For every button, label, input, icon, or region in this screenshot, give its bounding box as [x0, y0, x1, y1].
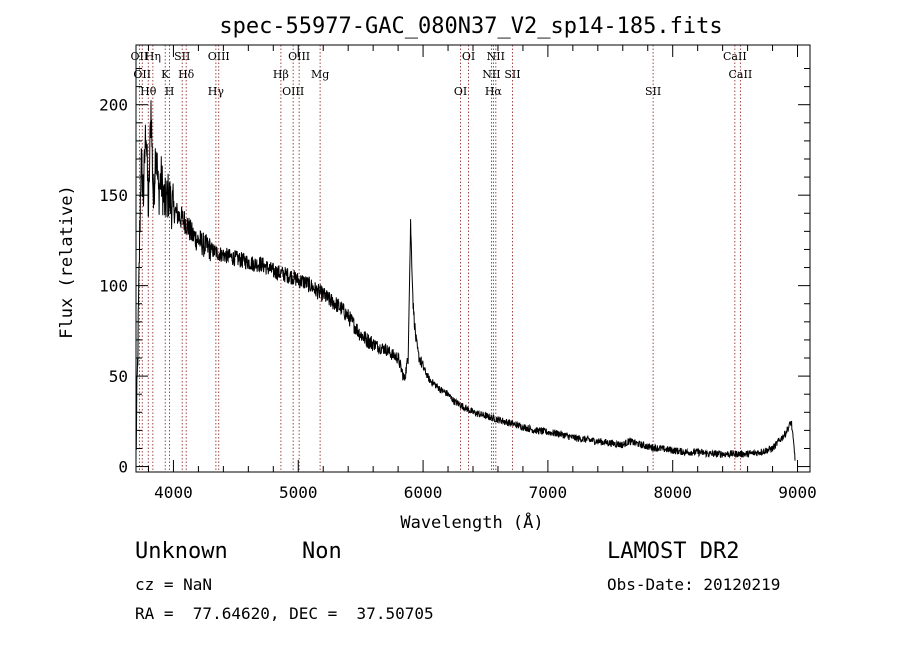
x-tick-label: 4000	[154, 483, 193, 502]
chart-title: spec-55977-GAC_080N37_V2_sp14-185.fits	[219, 14, 722, 39]
line-label: NII	[482, 68, 500, 81]
emission-line-markers	[138, 45, 741, 472]
x-tick-label: 5000	[279, 483, 318, 502]
line-label: CaII	[723, 50, 747, 63]
survey-name: LAMOST DR2	[607, 539, 740, 564]
line-label: K	[161, 68, 170, 81]
line-label: OIII	[288, 50, 310, 63]
line-label: Hδ	[178, 68, 195, 81]
y-tick-label: 100	[99, 277, 128, 296]
x-tick-label: 8000	[653, 483, 692, 502]
line-label: Hη	[145, 50, 161, 63]
line-label: OII	[131, 50, 149, 63]
x-tick-label: 9000	[778, 483, 817, 502]
line-label: OI	[454, 85, 467, 98]
line-label: Hθ	[140, 85, 157, 98]
line-label: Mg	[311, 68, 329, 81]
y-tick-label: 0	[118, 458, 128, 477]
line-label: CaII	[729, 68, 753, 81]
emission-line-labels: OIIOIIHθHηKHSIIHδHγOIIIHβOIIIOIIIMgOIOIN…	[131, 50, 753, 98]
line-label: SII	[504, 68, 520, 81]
line-label: SII	[174, 50, 190, 63]
x-axis-label: Wavelength (Å)	[400, 511, 543, 533]
line-label: OIII	[208, 50, 230, 63]
observation-date: Obs-Date: 20120219	[607, 575, 781, 594]
line-label: OIII	[282, 85, 304, 98]
line-label: Hβ	[273, 68, 289, 81]
y-tick-label: 200	[99, 96, 128, 115]
line-label: OI	[462, 50, 475, 63]
line-label: Hγ	[208, 85, 225, 98]
y-axis-ticks: 0 50 100 150 200	[99, 68, 810, 477]
line-label: Hα	[485, 85, 503, 98]
y-axis-label: Flux (relative)	[57, 185, 77, 339]
line-label: NII	[487, 50, 505, 63]
redshift-cz: cz = NaN	[135, 575, 213, 594]
ra-dec-coordinates: RA = 77.64620, DEC = 37.50705	[135, 604, 434, 623]
object-class: Unknown	[135, 539, 228, 564]
y-tick-label: 50	[109, 367, 128, 386]
line-label: H	[165, 85, 175, 98]
line-label: SII	[645, 85, 661, 98]
spectrum-series-line	[135, 100, 796, 461]
x-tick-label: 7000	[529, 483, 568, 502]
x-axis-ticks: 4000 5000 6000 7000 8000 9000	[147, 45, 817, 502]
plot-frame	[135, 44, 811, 473]
line-label: OII	[133, 68, 151, 81]
y-tick-label: 150	[99, 186, 128, 205]
object-subclass: Non	[302, 539, 342, 564]
x-tick-label: 6000	[404, 483, 443, 502]
